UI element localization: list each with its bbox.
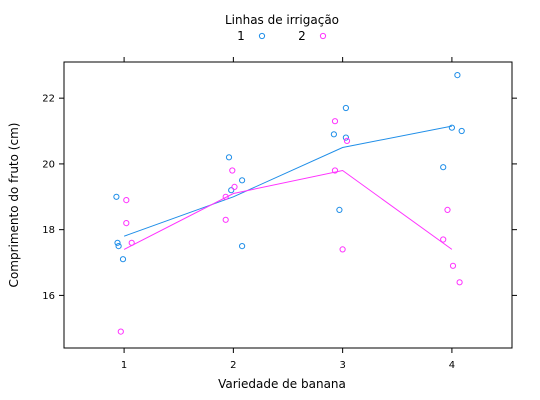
- point-s1-6: [239, 177, 246, 184]
- x-tick-label-1: 2: [230, 360, 236, 371]
- point-s2-13: [444, 206, 451, 213]
- point-s2-15: [456, 279, 463, 286]
- x-tick-label-3: 4: [449, 360, 455, 371]
- point-s1-12: [440, 164, 447, 171]
- point-s2-7: [231, 183, 238, 190]
- point-s1-9: [336, 206, 343, 213]
- point-s1-11: [342, 134, 349, 141]
- trend-line-1: [123, 125, 452, 237]
- point-s2-10: [339, 246, 346, 253]
- point-s2-2: [123, 220, 130, 227]
- y-tick-label-3: 22: [42, 94, 55, 105]
- y-axis-label: Comprimento do fruto (cm): [7, 123, 21, 288]
- point-s1-0: [113, 193, 120, 200]
- point-s1-3: [119, 256, 127, 263]
- point-s1-14: [454, 72, 461, 79]
- point-s1-2: [115, 243, 122, 250]
- point-s2-11: [343, 137, 351, 144]
- series-layer: [113, 72, 465, 335]
- point-s1-1: [114, 239, 121, 246]
- legend-marker-1: [258, 32, 266, 40]
- point-s1-4: [225, 154, 233, 161]
- legend: Linhas de irrigação 1 2: [225, 13, 339, 43]
- point-s2-6: [229, 167, 236, 174]
- y-axis: 16 18 20 22: [42, 94, 517, 302]
- point-s1-10: [342, 104, 349, 112]
- legend-label-1: 1: [237, 29, 245, 43]
- legend-title: Linhas de irrigação: [225, 13, 339, 27]
- point-s1-8: [330, 131, 337, 138]
- x-tick-label-2: 3: [339, 360, 345, 371]
- x-tick-label-0: 1: [121, 360, 127, 371]
- y-tick-label-2: 20: [42, 159, 55, 170]
- x-axis: 1 2 3 4: [121, 57, 455, 371]
- point-s2-4: [222, 216, 229, 223]
- point-s1-5: [228, 187, 235, 194]
- trend-line-2: [123, 169, 453, 250]
- point-s2-8: [331, 118, 339, 125]
- y-tick-label-0: 16: [42, 291, 55, 302]
- legend-marker-2: [319, 32, 327, 40]
- point-s2-12: [440, 236, 447, 243]
- point-s2-5: [222, 193, 229, 200]
- point-s2-0: [117, 328, 124, 335]
- point-s2-9: [331, 167, 339, 174]
- x-axis-label: Variedade de banana: [218, 377, 346, 391]
- legend-label-2: 2: [298, 29, 306, 43]
- plot-frame: [63, 61, 513, 349]
- y-tick-label-1: 18: [42, 225, 55, 236]
- series-2: [117, 118, 463, 335]
- series-1: [113, 72, 465, 263]
- point-s1-15: [458, 127, 465, 135]
- point-s1-13: [448, 124, 455, 131]
- point-s1-7: [239, 243, 246, 250]
- point-s2-1: [123, 197, 130, 204]
- point-s2-14: [449, 262, 457, 269]
- point-s2-3: [128, 239, 135, 246]
